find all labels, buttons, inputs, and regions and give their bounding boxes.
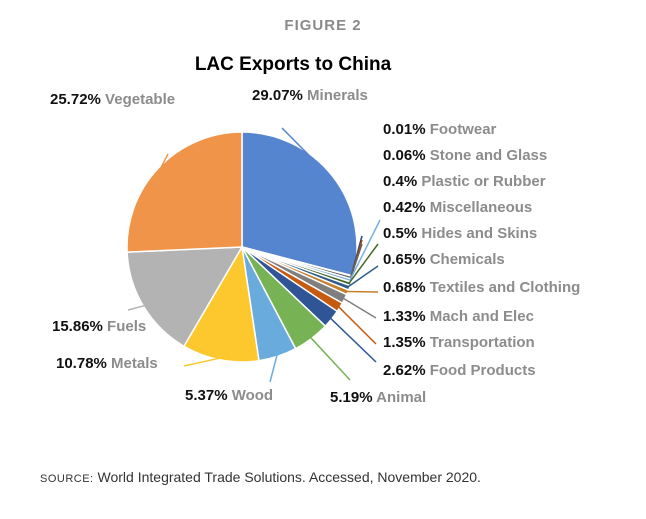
slice-label-miscellaneous: 0.42% Miscellaneous: [383, 199, 532, 216]
source-note: SOURCE: World Integrated Trade Solutions…: [40, 469, 481, 485]
source-text: World Integrated Trade Solutions. Access…: [97, 469, 481, 485]
leader-line-metals: [183, 357, 221, 367]
slice-value: 29.07%: [252, 87, 307, 104]
slice-label-food-products: 2.62% Food Products: [383, 362, 536, 379]
figure-label: FIGURE 2: [284, 17, 362, 34]
slice-value: 2.62%: [383, 362, 430, 379]
slice-category: Fuels: [107, 318, 146, 335]
slice-label-stone-and-glass: 0.06% Stone and Glass: [383, 147, 547, 164]
slice-label-wood: 5.37% Wood: [185, 387, 273, 404]
slice-category: Animal: [376, 389, 426, 406]
slice-category: Metals: [111, 355, 158, 372]
leader-line-chemicals: [347, 265, 379, 288]
chart-title: LAC Exports to China: [194, 54, 392, 75]
slice-category: Transportation: [430, 334, 535, 351]
leader-lines: [127, 127, 381, 383]
slice-value: 0.68%: [383, 279, 430, 296]
source-label: SOURCE:: [40, 473, 94, 485]
leader-line-transportation: [337, 305, 377, 345]
slice-value: 1.35%: [383, 334, 430, 351]
slice-label-fuels: 15.86% Fuels: [52, 318, 146, 335]
slice-category: Food Products: [430, 362, 536, 379]
slice-value: 0.01%: [383, 121, 430, 138]
slice-label-minerals: 29.07% Minerals: [252, 87, 368, 104]
pie-slices: [126, 131, 358, 363]
leader-line-hides-and-skins: [348, 243, 379, 284]
slice-category: Vegetable: [105, 91, 175, 108]
slice-label-mach-and-elec: 1.33% Mach and Elec: [383, 308, 534, 325]
slice-value: 5.37%: [185, 387, 232, 404]
slice-category: Chemicals: [430, 251, 505, 268]
slice-value: 10.78%: [56, 355, 111, 372]
slice-category: Hides and Skins: [421, 225, 537, 242]
slice-label-animal: 5.19% Animal: [330, 389, 426, 406]
slice-value: 5.19%: [330, 389, 376, 406]
leader-line-miscellaneous: [349, 219, 381, 281]
slice-label-chemicals: 0.65% Chemicals: [383, 251, 505, 268]
slice-category: Wood: [232, 387, 273, 404]
slice-value: 0.06%: [383, 147, 430, 164]
slice-category: Stone and Glass: [430, 147, 548, 164]
slice-value: 0.42%: [383, 199, 430, 216]
slice-value: 0.65%: [383, 251, 430, 268]
slice-label-transportation: 1.35% Transportation: [383, 334, 535, 351]
leader-line-mach-and-elec: [342, 297, 377, 319]
leader-line-food-products: [329, 317, 377, 363]
slice-label-textiles-and-clothing: 0.68% Textiles and Clothing: [383, 279, 580, 296]
slice-value: 25.72%: [50, 91, 105, 108]
slice-value: 15.86%: [52, 318, 107, 335]
slice-value: 0.5%: [383, 225, 421, 242]
slice-label-metals: 10.78% Metals: [56, 355, 158, 372]
leader-line-plastic-or-rubber: [350, 243, 363, 278]
slice-label-vegetable: 25.72% Vegetable: [50, 91, 175, 108]
slice-category: Minerals: [307, 87, 368, 104]
leader-line-fuels: [127, 304, 146, 311]
slice-label-footwear: 0.01% Footwear: [383, 121, 497, 138]
leader-line-vegetable: [159, 153, 169, 170]
leader-line-minerals: [281, 127, 332, 179]
slice-category: Footwear: [430, 121, 497, 138]
pie-slice-vegetable: [126, 131, 243, 253]
slice-category: Miscellaneous: [430, 199, 533, 216]
slice-category: Plastic or Rubber: [421, 173, 545, 190]
leader-line-wood: [269, 354, 278, 383]
slice-category: Textiles and Clothing: [430, 279, 581, 296]
slice-value: 1.33%: [383, 308, 430, 325]
slice-value: 0.4%: [383, 173, 421, 190]
leader-line-animal: [309, 336, 351, 381]
slice-label-hides-and-skins: 0.5% Hides and Skins: [383, 225, 537, 242]
pie-slice-metals: [182, 244, 260, 363]
slice-category: Mach and Elec: [430, 308, 534, 325]
slice-label-plastic-or-rubber: 0.4% Plastic or Rubber: [383, 173, 546, 190]
